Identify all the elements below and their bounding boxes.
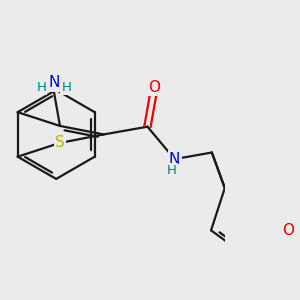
- Text: H: H: [61, 81, 71, 94]
- Text: N: N: [48, 75, 59, 90]
- Text: O: O: [282, 223, 294, 238]
- Text: S: S: [55, 135, 65, 150]
- Text: N: N: [169, 152, 180, 166]
- Text: O: O: [148, 80, 160, 95]
- Text: H: H: [36, 81, 46, 94]
- Text: H: H: [167, 164, 177, 177]
